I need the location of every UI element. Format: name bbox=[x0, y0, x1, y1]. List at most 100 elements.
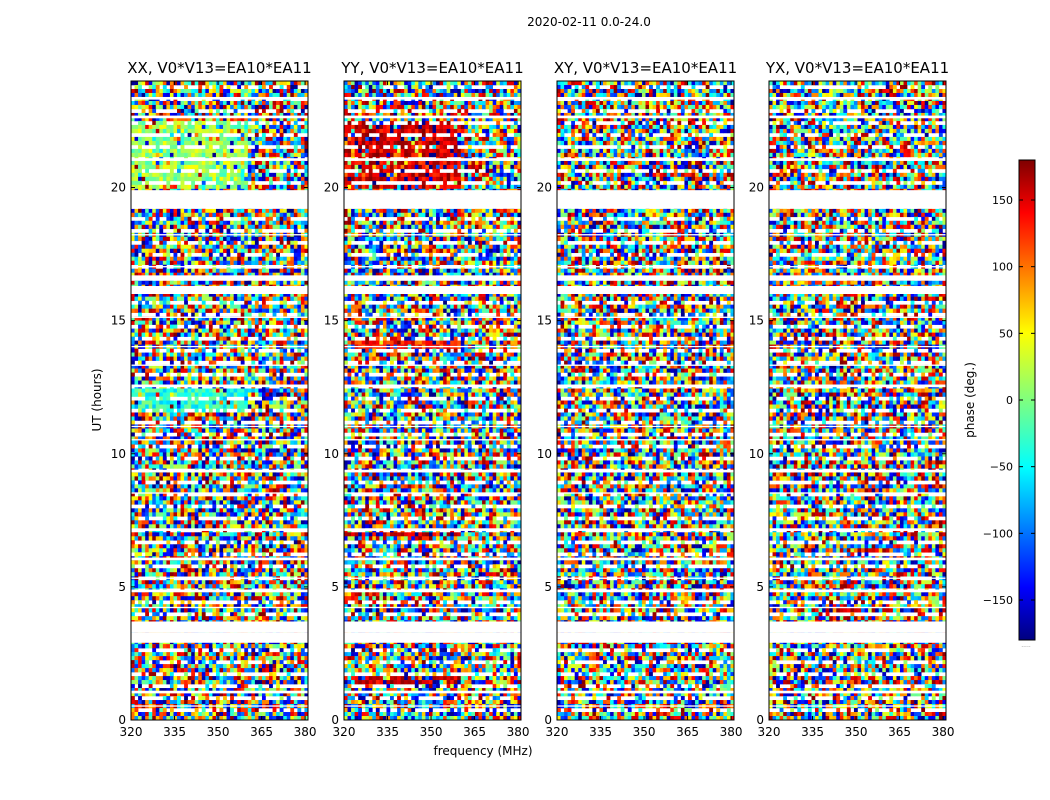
data-gap bbox=[131, 275, 308, 280]
data-gap bbox=[131, 190, 308, 209]
data-gap bbox=[131, 528, 308, 531]
data-gap bbox=[769, 385, 946, 388]
data-gap bbox=[557, 691, 734, 694]
data-gap bbox=[557, 528, 734, 531]
data-gap bbox=[769, 607, 946, 608]
data-gap bbox=[557, 426, 734, 427]
data-gap bbox=[344, 317, 521, 318]
data-gap bbox=[769, 116, 946, 119]
data-gap bbox=[557, 234, 734, 235]
data-gap bbox=[769, 426, 946, 427]
y-tick-label: 10 bbox=[324, 447, 339, 461]
data-gap bbox=[769, 590, 946, 593]
y-tick-label: 0 bbox=[756, 713, 764, 727]
data-gap bbox=[344, 385, 521, 388]
x-tick-label: 350 bbox=[207, 725, 230, 739]
data-gap bbox=[769, 578, 946, 579]
y-tick-label: 15 bbox=[537, 314, 552, 328]
data-gap bbox=[131, 691, 308, 694]
data-gap bbox=[131, 266, 308, 267]
y-tick-label: 20 bbox=[324, 181, 339, 195]
data-gap bbox=[344, 578, 521, 579]
data-gap bbox=[131, 234, 308, 235]
data-gap bbox=[344, 607, 521, 608]
y-tick-label: 5 bbox=[544, 580, 552, 594]
data-gap bbox=[344, 470, 521, 473]
x-tick-label: 380 bbox=[294, 725, 317, 739]
x-tick-label: 335 bbox=[376, 725, 399, 739]
y-tick-label: 10 bbox=[111, 447, 126, 461]
data-gap bbox=[769, 621, 946, 632]
colorbar-tick-label: 150 bbox=[992, 194, 1013, 207]
data-gap bbox=[344, 705, 521, 706]
data-gap bbox=[131, 317, 308, 318]
x-tick-label: 320 bbox=[120, 725, 143, 739]
data-gap bbox=[344, 158, 521, 161]
x-tick-label: 335 bbox=[801, 725, 824, 739]
data-gap bbox=[557, 590, 734, 593]
data-gap bbox=[344, 691, 521, 694]
data-gap bbox=[557, 365, 734, 366]
data-gap bbox=[344, 234, 521, 235]
data-gap bbox=[769, 632, 946, 643]
data-gap bbox=[557, 275, 734, 280]
x-tick-label: 350 bbox=[420, 725, 443, 739]
data-gap bbox=[344, 116, 521, 119]
data-gap bbox=[769, 97, 946, 100]
data-gap bbox=[344, 97, 521, 100]
data-gap bbox=[769, 528, 946, 531]
figure: 2020-02-11 0.0-24.0 UT (hours) frequency… bbox=[0, 0, 1050, 800]
colorbar-tick-label: 50 bbox=[999, 327, 1013, 340]
x-tick-label: 365 bbox=[676, 725, 699, 739]
data-gap bbox=[131, 578, 308, 579]
data-gap bbox=[131, 286, 308, 294]
x-tick-label: 380 bbox=[720, 725, 743, 739]
colorbar-tick-label: −50 bbox=[990, 461, 1013, 474]
data-gap bbox=[769, 234, 946, 235]
data-gap bbox=[131, 492, 308, 493]
data-gap bbox=[131, 558, 308, 561]
data-gap bbox=[131, 621, 308, 632]
data-gap bbox=[769, 158, 946, 161]
data-gap bbox=[769, 275, 946, 280]
colorbar-label: phase (deg.) bbox=[963, 362, 977, 438]
data-gap bbox=[769, 691, 946, 694]
x-tick-label: 380 bbox=[507, 725, 530, 739]
y-tick-label: 0 bbox=[544, 713, 552, 727]
data-gap bbox=[131, 607, 308, 608]
y-tick-label: 20 bbox=[749, 181, 764, 195]
data-gap bbox=[557, 158, 734, 161]
data-gap bbox=[131, 97, 308, 100]
x-tick-label: 335 bbox=[163, 725, 186, 739]
data-gap bbox=[769, 266, 946, 267]
y-tick-label: 5 bbox=[756, 580, 764, 594]
data-gap bbox=[557, 439, 734, 440]
colorbar-tick-label: 100 bbox=[992, 261, 1013, 274]
panel-title: XY, V0*V13=EA10*EA11 bbox=[554, 59, 737, 77]
y-tick-label: 0 bbox=[331, 713, 339, 727]
x-tick-label: 320 bbox=[758, 725, 781, 739]
data-gap bbox=[557, 190, 734, 209]
panel-title: YY, V0*V13=EA10*EA11 bbox=[340, 59, 523, 77]
data-gap bbox=[769, 705, 946, 706]
data-gap bbox=[344, 190, 521, 209]
x-tick-label: 320 bbox=[546, 725, 569, 739]
data-gap bbox=[557, 286, 734, 294]
data-gap bbox=[557, 621, 734, 632]
data-gap bbox=[769, 470, 946, 473]
data-gap bbox=[131, 116, 308, 119]
data-gap bbox=[557, 317, 734, 318]
data-gap bbox=[131, 426, 308, 427]
data-gap bbox=[769, 317, 946, 318]
data-gap bbox=[344, 286, 521, 294]
data-gap bbox=[557, 492, 734, 493]
colorbar-tick-label: −100 bbox=[983, 527, 1013, 540]
colorbar-tick-label: −150 bbox=[983, 594, 1013, 607]
data-gap bbox=[344, 558, 521, 561]
y-tick-label: 10 bbox=[537, 447, 552, 461]
x-axis-label: frequency (MHz) bbox=[433, 744, 532, 758]
